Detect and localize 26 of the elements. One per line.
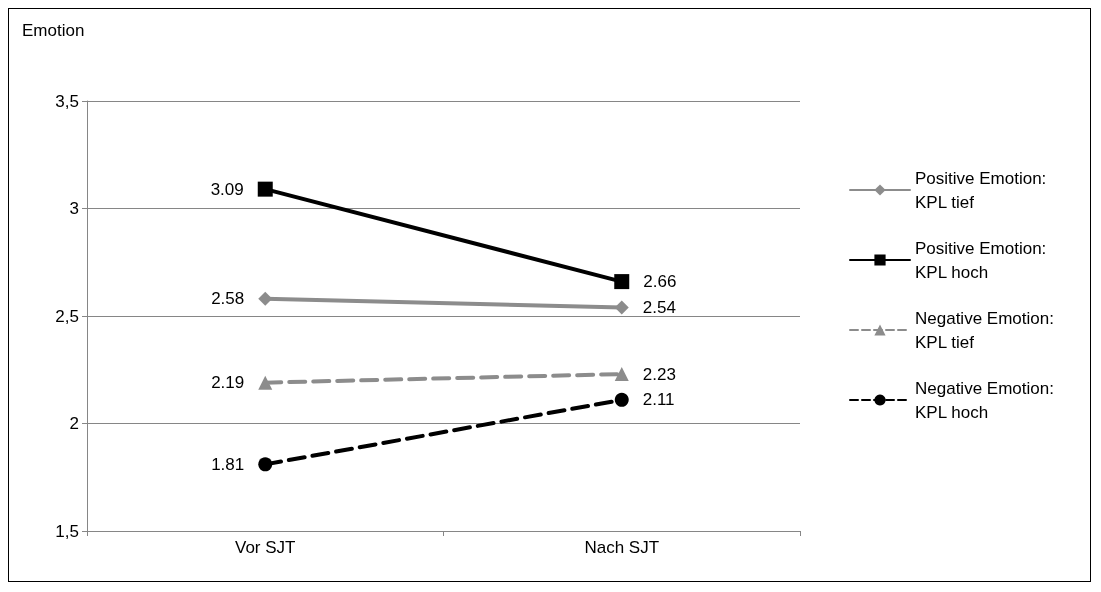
legend-label: Negative Emotion: KPL hoch — [915, 378, 1059, 422]
y-axis-title: Emotion — [22, 21, 85, 40]
y-tick-label: 2,5 — [55, 306, 79, 326]
y-tick-label: 1,5 — [55, 521, 79, 541]
legend-label: Positive Emotion: KPL hoch — [915, 238, 1052, 282]
point — [614, 300, 629, 315]
data-label: 2.23 — [642, 364, 676, 384]
data-label: 2.66 — [643, 272, 677, 292]
point — [258, 457, 273, 472]
point — [614, 274, 630, 290]
data-label: 1.81 — [211, 454, 245, 474]
data-label: 2.11 — [642, 390, 675, 410]
data-label: 2.54 — [642, 297, 676, 317]
x-tick-label: Vor SJT — [235, 538, 296, 557]
data-label: 3.09 — [210, 179, 244, 199]
point — [614, 392, 629, 407]
y-tick-label: 3,5 — [55, 91, 79, 111]
legend-label: Negative Emotion: KPL tief — [915, 308, 1059, 352]
data-label: 2.58 — [211, 289, 245, 309]
data-label: 2.19 — [211, 373, 245, 393]
x-tick-label: Nach SJT — [584, 538, 660, 557]
y-tick-label: 2 — [69, 414, 79, 433]
y-tick-label: 3 — [69, 199, 79, 218]
point — [257, 181, 273, 197]
legend-label: Positive Emotion: KPL tief — [915, 168, 1052, 212]
point — [258, 291, 273, 306]
